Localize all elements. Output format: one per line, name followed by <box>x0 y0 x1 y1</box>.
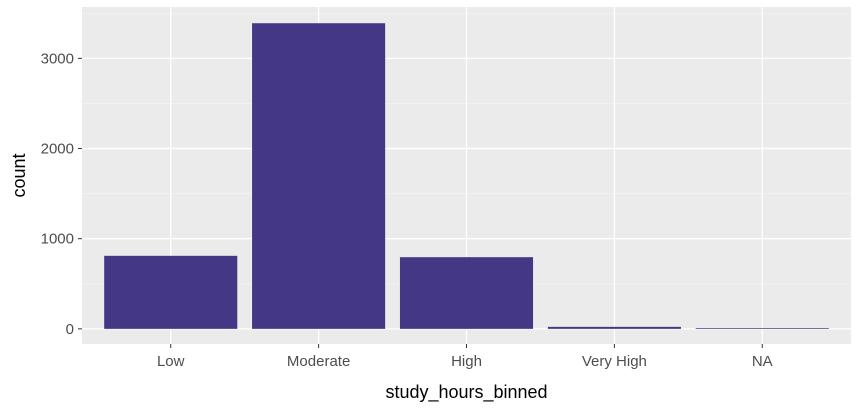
bar <box>547 326 681 329</box>
bar <box>252 23 386 329</box>
x-tick-label: Moderate <box>287 353 350 370</box>
y-axis-title: count <box>9 153 29 197</box>
x-tick-label: Very High <box>582 353 647 370</box>
bar <box>695 328 829 329</box>
y-tick-label: 2000 <box>41 141 74 158</box>
y-tick-label: 3000 <box>41 50 74 67</box>
bar <box>399 257 534 329</box>
y-tick-label: 0 <box>66 321 74 338</box>
x-axis: Low Moderate High Very High NA <box>157 344 773 370</box>
y-tick-label: 1000 <box>41 231 74 248</box>
x-axis-title: study_hours_binned <box>385 382 547 403</box>
x-tick-label: High <box>451 353 482 370</box>
x-tick-label: Low <box>157 353 185 370</box>
x-tick-label: NA <box>752 353 773 370</box>
bar <box>104 255 238 329</box>
bars <box>104 23 829 329</box>
y-axis: 0 1000 2000 3000 <box>41 50 82 338</box>
